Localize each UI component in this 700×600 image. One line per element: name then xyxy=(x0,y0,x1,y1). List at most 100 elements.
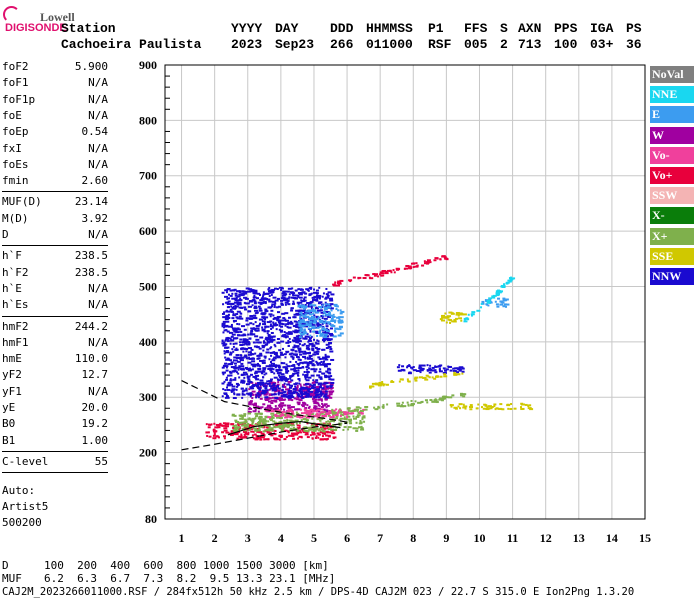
echo-point xyxy=(243,301,246,304)
echo-point xyxy=(320,399,323,402)
echo-point xyxy=(324,396,329,399)
echo-point xyxy=(323,365,328,368)
echo-point xyxy=(294,338,298,341)
echo-point xyxy=(362,415,366,418)
echo-point xyxy=(306,333,309,336)
echo-point xyxy=(259,322,262,325)
x-tick-label: 10 xyxy=(473,531,485,545)
echo-point xyxy=(267,306,270,309)
echo-point xyxy=(490,405,494,408)
echo-point xyxy=(267,429,272,432)
echo-point xyxy=(264,409,269,412)
echo-point xyxy=(281,397,284,400)
echo-point xyxy=(300,313,303,316)
echo-point xyxy=(374,273,379,276)
echo-point xyxy=(221,424,226,427)
echo-point xyxy=(296,391,299,394)
echo-point xyxy=(355,427,359,430)
echo-point xyxy=(330,410,333,413)
echo-point xyxy=(248,406,251,409)
echo-point xyxy=(298,320,301,323)
echo-point xyxy=(480,302,483,305)
echo-point xyxy=(224,362,228,365)
echo-point xyxy=(343,426,347,429)
echo-point xyxy=(329,307,334,310)
legend-item-nne: NNE xyxy=(650,86,694,104)
echo-point xyxy=(431,400,434,403)
echo-point xyxy=(390,271,393,274)
echo-point xyxy=(486,406,489,409)
echo-point xyxy=(429,399,433,402)
echo-point xyxy=(290,385,293,388)
echo-point xyxy=(299,330,303,333)
echo-point xyxy=(322,326,325,329)
echo-point xyxy=(309,434,312,437)
echo-point xyxy=(283,386,287,389)
echo-point xyxy=(298,349,301,352)
echo-point xyxy=(302,415,306,418)
echo-point xyxy=(415,369,420,372)
echo-point xyxy=(304,325,309,328)
echo-point xyxy=(257,292,261,295)
echo-point xyxy=(271,359,276,362)
echo-point xyxy=(290,432,295,435)
echo-point xyxy=(296,371,300,374)
echo-point xyxy=(231,339,235,342)
echo-point xyxy=(289,331,292,334)
echo-point xyxy=(258,422,261,425)
echo-point xyxy=(236,393,241,396)
echo-point xyxy=(236,322,239,325)
echo-point xyxy=(245,290,248,293)
echo-point xyxy=(451,320,454,323)
echo-point xyxy=(316,388,321,391)
echo-point xyxy=(232,359,235,362)
echo-point xyxy=(311,423,314,426)
echo-point xyxy=(249,351,252,354)
echo-point xyxy=(326,337,330,340)
echo-point xyxy=(228,358,231,361)
echo-point xyxy=(233,356,238,359)
echo-point xyxy=(315,292,319,295)
distance-label: D xyxy=(2,559,9,572)
echo-point xyxy=(280,402,285,405)
echo-point xyxy=(260,432,265,435)
echo-point xyxy=(283,393,288,396)
echo-point xyxy=(248,388,251,391)
echo-point xyxy=(309,319,314,322)
echo-point xyxy=(318,286,321,289)
echo-point xyxy=(324,312,327,315)
echo-point xyxy=(253,292,258,295)
echo-point xyxy=(326,423,329,426)
echo-point xyxy=(316,363,320,366)
echo-point xyxy=(269,378,273,381)
echo-point xyxy=(236,328,241,331)
echo-points xyxy=(205,255,534,441)
echo-point xyxy=(315,289,319,292)
echo-point xyxy=(326,335,329,338)
echo-point xyxy=(317,340,320,343)
echo-point xyxy=(285,388,290,391)
echo-point xyxy=(302,315,305,318)
echo-point xyxy=(257,436,262,439)
echo-point xyxy=(272,368,275,371)
echo-point xyxy=(244,428,249,431)
echo-point xyxy=(240,334,245,337)
legend-item-e: E xyxy=(650,106,694,124)
echo-point xyxy=(487,405,492,408)
echo-point xyxy=(313,288,316,291)
echo-point xyxy=(316,418,320,421)
param-value: 12.7 xyxy=(81,368,109,382)
echo-point xyxy=(493,405,496,408)
echo-point xyxy=(270,364,275,367)
y-tick-label: 800 xyxy=(139,113,157,127)
echo-point xyxy=(253,363,258,366)
echo-point xyxy=(249,400,253,403)
echo-point xyxy=(232,378,237,381)
echo-point xyxy=(458,366,461,369)
echo-point xyxy=(280,299,284,302)
echo-point xyxy=(319,422,323,425)
echo-point xyxy=(234,433,239,436)
echo-point xyxy=(319,321,324,324)
param-name: yE xyxy=(2,401,16,414)
